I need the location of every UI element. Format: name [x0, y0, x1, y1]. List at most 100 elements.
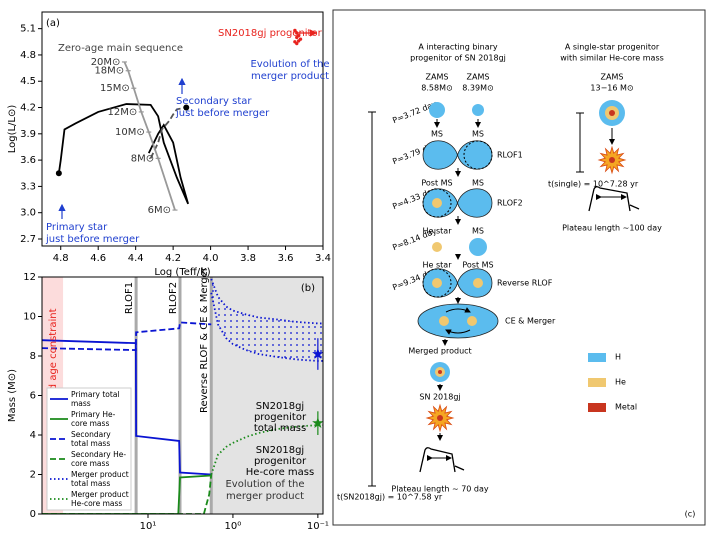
period-label: P=8.14 day — [391, 226, 438, 252]
single-title: with similar He-core mass — [560, 54, 664, 63]
star — [432, 198, 442, 208]
legend-label: Primary He-core mass — [71, 411, 116, 428]
legend-label: Secondary total mass — [71, 431, 111, 448]
panel-c-frame — [332, 9, 706, 526]
y-tick-label: 4.8 — [20, 50, 36, 61]
mass-label: 12M⊙ — [108, 107, 138, 118]
span-label: Evolution of the — [225, 479, 304, 490]
chart-panel: RLOF1 RLOF2 Reverse RLOF & CE & Merger SN20… — [7, 266, 329, 539]
y-tick-label: 4 — [30, 430, 36, 441]
legend-label: Secondary He-core mass — [71, 451, 127, 468]
stage-label: MS — [472, 227, 484, 236]
event-label: Reverse RLOF & CE & Merger — [199, 266, 210, 413]
y-axis-label: Mass (M⊙) — [7, 369, 18, 422]
span-label: merger product — [226, 491, 304, 502]
series-line — [149, 106, 187, 159]
y-tick-label: 2 — [30, 470, 36, 481]
event-label: RLOF2 — [168, 282, 179, 314]
star — [437, 415, 443, 421]
time-label: t(SN2018gj) = 10^7.58 yr — [337, 493, 443, 502]
legend-swatch — [588, 403, 606, 412]
y-tick-label: 2.7 — [20, 234, 36, 245]
star — [469, 238, 487, 256]
zams-mass: 8.58M⊙ — [421, 84, 452, 93]
mass-label: 15M⊙ — [100, 83, 130, 94]
panel-label: (b) — [301, 283, 315, 294]
y-tick-label: 8 — [30, 351, 36, 362]
event-label: CE & Merger — [505, 317, 556, 326]
stage-label: MS — [472, 130, 484, 139]
legend-entry: Merger product He-core mass — [71, 491, 129, 508]
mass-label: 6M⊙ — [148, 205, 171, 216]
series-line — [42, 474, 212, 514]
point — [293, 28, 297, 33]
y-tick-label: 4.2 — [20, 103, 36, 114]
annotation: SN2018gj progenitor — [218, 28, 323, 39]
x-tick-label: 4.0 — [203, 253, 219, 264]
event-label: RLOF2 — [497, 199, 523, 208]
zams-label: ZAMS — [601, 73, 624, 82]
zams-mass: 13−16 M⊙ — [590, 84, 633, 93]
orbit-arrow — [445, 307, 471, 313]
panel-c-shapes — [368, 100, 640, 487]
end-point — [55, 170, 62, 177]
star — [429, 102, 445, 118]
observation-label: total mass — [254, 423, 306, 434]
panel-label: (c) — [685, 510, 696, 519]
common-envelope — [417, 303, 499, 339]
observation-label: He-core mass — [246, 467, 314, 478]
series-line — [210, 292, 323, 362]
x-tick-label: 4.6 — [90, 253, 106, 264]
y-tick-label: 3.9 — [20, 129, 36, 140]
annotation: Zero-age main sequence — [58, 43, 183, 54]
annotation: just before merger — [175, 108, 270, 119]
star — [463, 140, 493, 170]
legend-entry: Secondary total mass — [71, 431, 111, 448]
y-tick-label: 12 — [23, 272, 36, 283]
y-tick-label: 10 — [23, 312, 36, 323]
legend-label: Merger product He-core mass — [71, 491, 129, 508]
star — [473, 278, 483, 288]
y-tick-label: 3.6 — [20, 155, 36, 166]
mass-label: 20M⊙ — [91, 57, 121, 68]
binary-title: progenitor of SN 2018gj — [410, 54, 506, 63]
observation-label: progenitor — [254, 412, 307, 423]
y-axis-label: Log(L/L⊙) — [7, 105, 18, 154]
binary-lobe — [422, 268, 493, 298]
plot-area — [55, 28, 303, 211]
light-curve — [588, 186, 640, 212]
annotation: Secondary star — [176, 96, 252, 107]
mass-label: 18M⊙ — [94, 66, 124, 77]
y-tick-label: 3.3 — [20, 181, 36, 192]
star — [609, 157, 615, 163]
time-label: t(single) = 10^7.28 yr — [548, 180, 639, 189]
y-tick-label: 5.1 — [20, 24, 36, 35]
legend-entry: Merger product total mass — [71, 471, 129, 487]
x-tick-label: 3.6 — [278, 253, 294, 264]
observation-label: SN2018gj — [256, 445, 304, 456]
end-point — [183, 104, 190, 111]
stage-label: Merged product — [408, 347, 471, 356]
star — [432, 242, 442, 252]
observed-star — [312, 417, 324, 429]
zams-label: ZAMS — [426, 73, 449, 82]
series-line — [42, 474, 213, 514]
event-label: RLOF1 — [124, 282, 135, 314]
x-tick-label: 4.8 — [53, 253, 69, 264]
series-line — [42, 321, 212, 351]
range-fill — [211, 278, 323, 361]
mass-label: 8M⊙ — [131, 153, 154, 164]
y-tick-label: 0 — [30, 509, 36, 520]
panel-c-text: A interacting binary progenitor of SN 20… — [337, 43, 695, 519]
x-axis-label: Log (Teff/K) — [154, 267, 210, 278]
observation-label: progenitor — [254, 456, 307, 467]
star — [432, 278, 442, 288]
binary-lobe — [422, 188, 493, 218]
y-tick-label: 4.5 — [20, 76, 36, 87]
light-curve — [419, 447, 465, 473]
y-tick-label: 3.0 — [20, 208, 36, 219]
y-tick-label: 6 — [30, 391, 36, 402]
stage-label: SN 2018gj — [419, 393, 460, 402]
legend-label: Metal — [615, 403, 637, 412]
